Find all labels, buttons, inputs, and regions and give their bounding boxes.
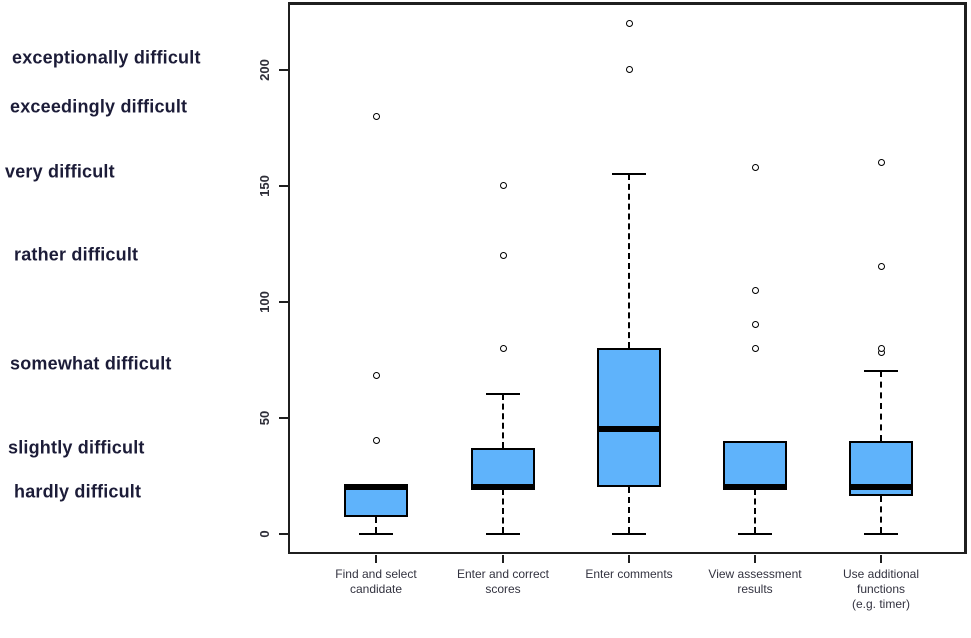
outlier-point [877, 159, 885, 167]
outlier-point [751, 163, 759, 171]
median-line [723, 484, 787, 491]
outlier-point [751, 286, 759, 294]
lower-whisker [754, 489, 756, 534]
upper-whisker [880, 371, 882, 441]
lower-whisker-cap [359, 532, 393, 535]
x-axis-category-label: Enter and correct scores [456, 567, 550, 596]
outlier-point [499, 251, 507, 259]
x-axis-category-label: Find and select candidate [335, 567, 417, 596]
lower-whisker-cap [738, 532, 772, 535]
outlier-point [372, 112, 380, 120]
upper-whisker-cap [486, 393, 520, 396]
x-axis-category-label: View assessment results [708, 567, 802, 596]
y-axis-tick-label: 150 [257, 174, 272, 197]
outlier-point [751, 321, 759, 329]
y-axis-tick-label: 100 [257, 290, 272, 313]
outlier-point [877, 344, 885, 352]
y-axis-tick-label: 0 [257, 529, 272, 538]
x-axis-tick [754, 555, 756, 563]
outlier-point [372, 437, 380, 445]
difficulty-anchor-label: exceptionally difficult [12, 47, 201, 68]
y-axis-tick [279, 184, 288, 187]
x-axis-tick [628, 555, 630, 563]
median-line [597, 426, 661, 433]
y-axis-tick-label: 200 [257, 58, 272, 81]
lower-whisker [502, 489, 504, 534]
difficulty-anchor-label: somewhat difficult [10, 353, 172, 374]
upper-whisker-cap [864, 370, 898, 373]
y-axis-tick [279, 532, 288, 535]
plot-frame [288, 2, 967, 554]
upper-whisker [502, 394, 504, 448]
lower-whisker [375, 517, 377, 534]
x-axis-tick [375, 555, 377, 563]
y-axis-tick [279, 416, 288, 419]
outlier-point [625, 66, 633, 74]
difficulty-anchor-label: rather difficult [14, 244, 139, 265]
outlier-point [499, 182, 507, 190]
difficulty-anchor-label: slightly difficult [8, 437, 145, 458]
outlier-point [877, 263, 885, 271]
outlier-point [625, 19, 633, 27]
x-axis-category-label: Enter comments [585, 567, 673, 581]
x-axis-category-label: Use additional functions (e.g. timer) [842, 567, 920, 611]
lower-whisker-cap [864, 532, 898, 535]
median-line [849, 484, 913, 491]
y-axis-tick [279, 300, 288, 303]
box-iqr [597, 348, 661, 488]
upper-whisker-cap [612, 173, 646, 176]
y-axis-tick-label: 50 [257, 410, 272, 425]
lower-whisker-cap [486, 532, 520, 535]
lower-whisker [628, 487, 630, 534]
outlier-point [499, 344, 507, 352]
y-axis-tick [279, 68, 288, 71]
x-axis-tick [880, 555, 882, 563]
median-line [471, 484, 535, 491]
difficulty-anchor-label: exceedingly difficult [10, 96, 188, 117]
difficulty-anchor-label: very difficult [5, 161, 115, 182]
outlier-point [372, 372, 380, 380]
median-line [344, 484, 408, 491]
difficulty-anchor-label: hardly difficult [14, 481, 142, 502]
x-axis-tick [502, 555, 504, 563]
box-iqr [344, 484, 408, 518]
upper-whisker [628, 174, 630, 348]
lower-whisker [880, 496, 882, 534]
outlier-point [751, 344, 759, 352]
box-iqr [723, 440, 787, 490]
lower-whisker-cap [612, 532, 646, 535]
